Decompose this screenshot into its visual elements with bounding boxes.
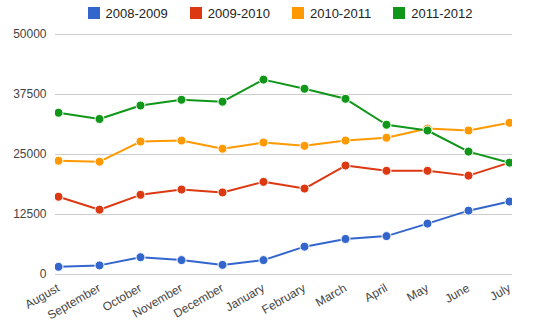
svg-text:May: May: [404, 281, 431, 304]
svg-text:December: December: [171, 281, 226, 321]
svg-text:25000: 25000: [13, 147, 47, 161]
svg-text:September: September: [45, 281, 103, 322]
svg-text:February: February: [259, 281, 308, 317]
html-text:2008-2009: 2008-2009: [105, 5, 168, 21]
svg-text:October: October: [100, 280, 144, 315]
svg-text:April: April: [362, 281, 390, 305]
svg-text:June: June: [442, 281, 472, 306]
svg-text:50000: 50000: [13, 27, 47, 41]
svg-text:July: July: [487, 281, 512, 304]
html-text:2011-2012: 2011-2012: [411, 5, 473, 21]
svg-text:August: August: [22, 280, 62, 312]
svg-text:12500: 12500: [13, 207, 47, 221]
svg-text:March: March: [313, 281, 349, 310]
svg-text:37500: 37500: [13, 87, 47, 101]
html-text:2009-2010: 2009-2010: [207, 5, 270, 21]
svg-text:November: November: [130, 280, 185, 321]
svg-text:0: 0: [40, 267, 47, 281]
html-text:2010-2011: 2010-2011: [310, 5, 372, 21]
svg-text:January: January: [223, 281, 267, 314]
